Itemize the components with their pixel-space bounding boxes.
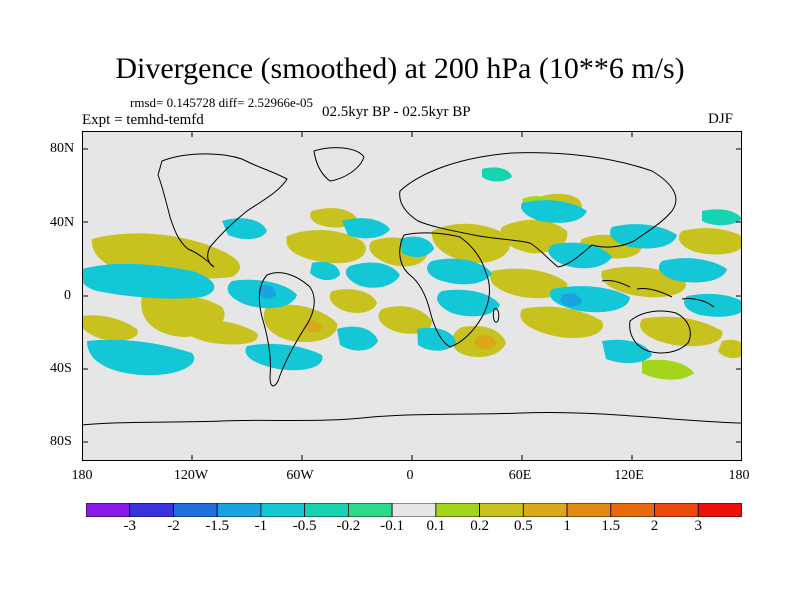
negative-patch bbox=[342, 218, 390, 239]
negative-light-patch bbox=[702, 209, 742, 226]
positive-patch bbox=[520, 306, 604, 339]
lon-label-180e: 180 bbox=[728, 468, 750, 483]
positive-patch bbox=[263, 304, 338, 343]
positive-patch bbox=[640, 316, 723, 347]
colorbar-label: 1 bbox=[563, 518, 571, 534]
coastline-antarctica bbox=[82, 411, 742, 426]
colorbar-label: -3 bbox=[123, 518, 136, 534]
lat-label-80n: 80N bbox=[50, 141, 75, 156]
colorbar-swatch bbox=[435, 503, 480, 517]
divergence-field bbox=[82, 167, 742, 380]
colorbar-label: -2 bbox=[167, 518, 180, 534]
negative-patch bbox=[337, 326, 378, 351]
experiment-label: Expt = temhd-temfd bbox=[82, 112, 204, 128]
axis-ticks bbox=[82, 131, 742, 461]
lat-label-80s: 80S bbox=[50, 434, 72, 449]
lat-label-40s: 40S bbox=[50, 361, 72, 376]
chart-title: Divergence (smoothed) at 200 hPa (10**6 … bbox=[115, 52, 685, 85]
negative-patch bbox=[610, 224, 677, 249]
negative-patch bbox=[400, 236, 434, 258]
colorbar-label: 0.1 bbox=[426, 518, 446, 534]
lat-label-0: 0 bbox=[64, 288, 71, 303]
positive-patch bbox=[181, 318, 258, 345]
colorbar-label: -0.1 bbox=[380, 518, 404, 534]
coastline-eurasia bbox=[399, 152, 677, 268]
colorbar-label: -0.5 bbox=[292, 518, 317, 534]
colorbar-label: -0.2 bbox=[336, 518, 361, 534]
negative-patch bbox=[82, 263, 215, 299]
positive-patch bbox=[500, 219, 568, 254]
negative-patch bbox=[222, 218, 267, 240]
negative-anomaly-regions bbox=[82, 167, 742, 376]
lon-label-0: 0 bbox=[406, 468, 414, 483]
negative-patch bbox=[345, 262, 400, 288]
negative-light-patch bbox=[482, 167, 512, 182]
colorbar-swatch bbox=[260, 503, 306, 517]
lon-label-120e: 120E bbox=[614, 468, 644, 483]
lon-label-60e: 60E bbox=[508, 468, 532, 483]
colorbar-label: 2 bbox=[650, 518, 659, 534]
colorbar-swatch bbox=[347, 503, 393, 517]
negative-patch bbox=[310, 261, 340, 281]
positive-patch bbox=[329, 289, 377, 313]
positive-patch bbox=[378, 306, 432, 334]
negative-strong-patch bbox=[258, 285, 276, 299]
negative-patch bbox=[658, 258, 727, 283]
negative-patch bbox=[437, 289, 500, 317]
negative-strong-patch bbox=[560, 293, 582, 307]
positive-strong-patch bbox=[304, 320, 322, 333]
negative-patch bbox=[417, 327, 456, 351]
positive-patch bbox=[718, 339, 742, 358]
positive-strong-patch bbox=[474, 335, 496, 349]
lon-label-120w: 120W bbox=[173, 468, 209, 483]
lat-label-40n: 40N bbox=[50, 215, 75, 230]
colorbar-label: 1.5 bbox=[601, 518, 621, 534]
positive-patch bbox=[678, 228, 742, 255]
negative-patch bbox=[427, 258, 492, 285]
negative-patch bbox=[602, 339, 652, 364]
lon-label-60w: 60W bbox=[286, 468, 314, 483]
coastline-north-america bbox=[157, 153, 288, 268]
colorbar-swatch bbox=[697, 503, 742, 517]
colorbar-swatch bbox=[566, 503, 612, 517]
positive-patch bbox=[490, 268, 568, 299]
positive-patch bbox=[431, 223, 511, 263]
coastline-greenland bbox=[313, 147, 365, 182]
colorbar-label: 0.2 bbox=[470, 518, 489, 534]
colorbar-swatch bbox=[610, 503, 655, 517]
colorbar-label: 0.5 bbox=[513, 518, 533, 534]
positive-light-patch bbox=[642, 359, 694, 380]
coastline-africa bbox=[399, 232, 490, 348]
colorbar-label: -1 bbox=[254, 518, 268, 534]
coastline-south-america bbox=[258, 272, 315, 387]
season-label: DJF bbox=[708, 111, 734, 127]
positive-patch bbox=[286, 229, 366, 264]
colorbar-swatch bbox=[86, 503, 131, 517]
colorbar-swatch bbox=[391, 503, 437, 517]
colorbar bbox=[86, 503, 742, 517]
colorbar-swatch bbox=[304, 503, 349, 517]
stats-subtitle: rmsd= 0.145728 diff= 2.52966e-05 bbox=[130, 95, 314, 110]
coastline-maritime-continent bbox=[601, 280, 715, 308]
coastline-australia bbox=[629, 310, 691, 354]
coastlines bbox=[82, 147, 742, 426]
positive-patch bbox=[82, 315, 138, 341]
negative-patch bbox=[520, 200, 587, 223]
colorbar-label: 3 bbox=[694, 518, 703, 534]
negative-patch bbox=[245, 343, 323, 371]
colorbar-swatch bbox=[173, 503, 218, 517]
colorbar-swatch bbox=[216, 503, 262, 517]
colorbar-label: -1.5 bbox=[205, 518, 230, 534]
lon-label-180w: 180 bbox=[71, 468, 93, 483]
colorbar-swatch bbox=[479, 503, 524, 517]
colorbar-swatch bbox=[654, 503, 699, 517]
colorbar-swatch bbox=[129, 503, 174, 517]
period-label: 02.5kyr BP - 02.5kyr BP bbox=[322, 104, 471, 120]
colorbar-swatch bbox=[522, 503, 568, 517]
negative-patch bbox=[87, 339, 195, 376]
coastline-madagascar bbox=[492, 308, 500, 323]
divergence-map bbox=[82, 131, 742, 461]
